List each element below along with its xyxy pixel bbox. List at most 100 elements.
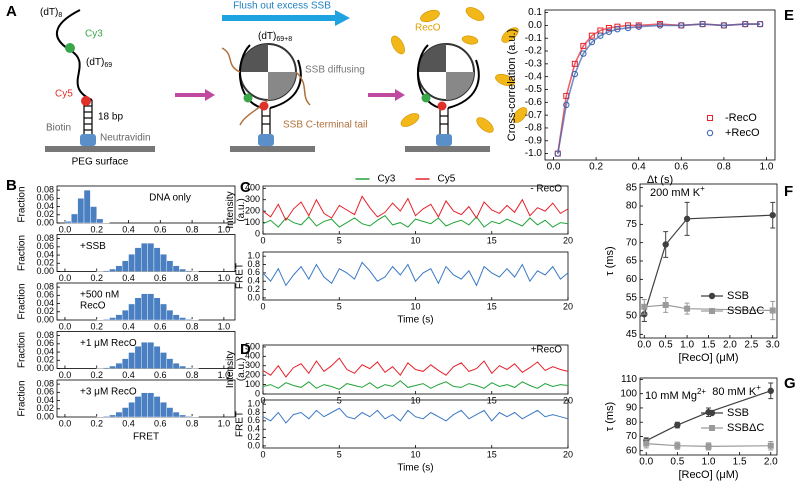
x-tick-label: 5 [337, 235, 342, 245]
histogram-bar [109, 414, 117, 418]
annotation: +SSB [80, 241, 106, 252]
histogram-bar [179, 268, 186, 272]
y-tick-label: 0.02 [36, 355, 54, 365]
surface [45, 146, 155, 152]
y-tick-label: 0.6 [247, 415, 260, 425]
x-tick-label: 0.0 [59, 224, 72, 234]
label: 69 [104, 62, 112, 69]
histogram-bar [153, 396, 161, 418]
y-tick-label: 0.00 [36, 314, 54, 324]
marker [678, 22, 685, 29]
x-tick-label: 1.0 [702, 457, 716, 468]
label: (dT)69+8 [258, 31, 292, 43]
label: (dT) [40, 7, 58, 18]
marker [624, 24, 632, 32]
x-tick-label: 0.6 [154, 418, 167, 428]
marker [571, 70, 579, 78]
legend-label: SSBΔC [727, 422, 764, 434]
histogram-bar [147, 242, 155, 272]
x-tick-label: 0.0 [639, 457, 653, 468]
y-tick-label: 0.04 [36, 298, 54, 308]
histogram-bar [121, 309, 129, 321]
x-tick-label: 20 [563, 449, 573, 459]
y-tick-label: 0.00 [36, 363, 54, 373]
x-tick-label: 0.4 [122, 370, 135, 380]
annotation: DNA only [149, 193, 191, 204]
y-tick-label: 100 [245, 379, 260, 389]
x-tick-label: 0.0 [59, 273, 72, 283]
y-tick-label: 0.04 [36, 201, 54, 211]
histogram-bar [141, 341, 148, 369]
histogram-bar [121, 358, 129, 369]
y-tick-label: 0 [255, 388, 260, 398]
y-tick-label: -0.4 [525, 71, 543, 82]
x-tick-label: 0.6 [674, 162, 688, 173]
y-axis-label: (a.u.) [236, 198, 247, 221]
histogram-bar [102, 415, 110, 418]
plot-frame [262, 251, 569, 301]
histogram-bar [166, 358, 174, 369]
series-line [644, 304, 773, 312]
y-tick-label: 80 [626, 417, 638, 428]
x-tick-label: 0.8 [186, 321, 199, 331]
x-tick-label: 10 [410, 449, 420, 459]
panel-label: B [6, 177, 17, 194]
y-tick-label: 0.4 [247, 276, 260, 286]
annotation: +1 μM RecO [80, 338, 137, 349]
histogram-bar [115, 362, 123, 369]
label: RecO [415, 23, 441, 34]
x-tick-label: 10 [410, 235, 420, 245]
marker [588, 32, 595, 39]
y-tick-label: 0.04 [36, 346, 54, 356]
ssb [240, 44, 268, 72]
cy3-dye [421, 93, 431, 103]
y-tick-label: 0.08 [36, 330, 54, 340]
legend-label: SSB [727, 290, 749, 302]
histogram-bar [83, 189, 91, 224]
y-tick-label: -0.8 [525, 123, 543, 134]
x-axis-label: [RecO] (μM) [678, 469, 738, 481]
histogram-bar [109, 365, 117, 369]
x-axis-label: [RecO] (μM) [678, 352, 738, 364]
legend-label: Cy5 [438, 174, 456, 185]
histogram-bar [128, 303, 136, 321]
x-tick-label: 0.8 [186, 418, 199, 428]
marker [588, 38, 596, 46]
y-tick-label: -0.1 [525, 33, 543, 44]
y-tick-label: 0.08 [36, 281, 54, 291]
x-tick-label: 0.6 [154, 370, 167, 380]
x-axis-label: Δt (s) [647, 174, 673, 186]
histogram-bar [102, 367, 110, 369]
dna-stem [83, 100, 449, 134]
y-tick-label: 0.02 [36, 209, 54, 219]
legend-swatch [708, 292, 716, 300]
y-tick-label: -0.3 [525, 58, 543, 69]
histogram-bar [172, 314, 180, 321]
x-tick-label: 0.2 [589, 162, 603, 173]
marker [571, 60, 578, 67]
annotation: 200 mM K [650, 187, 701, 199]
x-tick-label: 5 [337, 449, 342, 459]
x-tick-label: 0.0 [59, 321, 72, 331]
y-tick-label: 300 [245, 360, 260, 370]
y-tick-label: 70 [626, 237, 638, 248]
trace-line [262, 215, 569, 228]
marker [767, 442, 774, 449]
histogram-bar [166, 260, 174, 272]
x-axis-label: Time (s) [397, 315, 433, 326]
histogram-bar [128, 402, 136, 418]
trace-line [262, 407, 569, 424]
x-tick-label: 0 [260, 235, 265, 245]
y-tick-label: 0.06 [36, 193, 54, 203]
histogram-bar [147, 341, 155, 369]
y-tick-label: 300 [245, 194, 260, 204]
legend-swatch [708, 409, 716, 417]
annotation: - RecO [530, 184, 562, 195]
y-tick-label: 90 [626, 403, 638, 414]
histogram-bar [128, 352, 136, 369]
y-tick-label: 0.06 [36, 241, 54, 251]
histogram-bar [153, 297, 161, 321]
ssdna [56, 9, 93, 101]
label: (dT)8 [40, 7, 62, 19]
y-tick-label: 0.2 [247, 432, 260, 442]
